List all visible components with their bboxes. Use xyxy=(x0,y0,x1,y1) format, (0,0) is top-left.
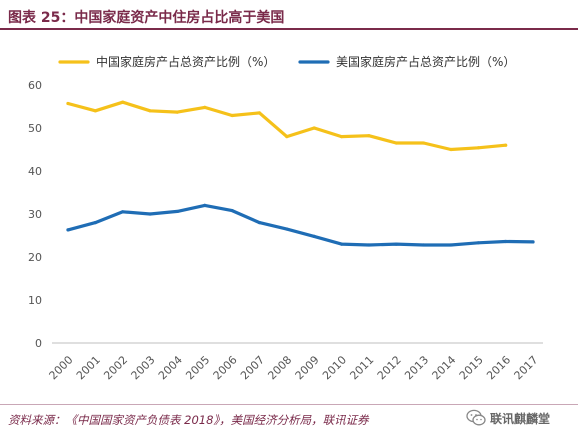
data-point xyxy=(175,209,180,214)
legend-label-usa: 美国家庭房产占总资产比例（%） xyxy=(336,54,515,69)
data-point xyxy=(339,135,344,139)
data-point xyxy=(367,134,371,138)
data-point xyxy=(230,113,234,118)
y-tick-label: 60 xyxy=(28,79,42,92)
x-tick-label: 2004 xyxy=(156,353,185,382)
data-point xyxy=(504,143,508,147)
y-tick-label: 0 xyxy=(35,337,42,350)
line-chart: 0102030405060200020012002200320042005200… xyxy=(28,54,543,382)
y-tick-label: 30 xyxy=(28,208,42,221)
y-tick-label: 40 xyxy=(28,165,42,178)
figure-footer: 资料来源：《中国国家资产负债表 2018》，美国经济分析局，联讯证券 联讯麒麟堂 xyxy=(0,404,578,433)
x-tick-label: 2014 xyxy=(430,353,459,382)
y-tick-label: 10 xyxy=(28,294,42,307)
data-point xyxy=(449,147,453,152)
data-point xyxy=(121,100,125,104)
data-point xyxy=(175,110,180,114)
data-point xyxy=(476,146,480,150)
x-tick-label: 2017 xyxy=(512,353,541,382)
y-tick-label: 50 xyxy=(28,122,42,135)
data-point xyxy=(531,240,535,244)
x-tick-label: 2000 xyxy=(47,353,76,382)
data-point xyxy=(285,227,289,231)
data-point xyxy=(339,242,344,246)
legend-label-china: 中国家庭房产占总资产比例（%） xyxy=(96,54,275,69)
data-point xyxy=(312,126,316,130)
data-point xyxy=(394,141,398,145)
wechat-icon xyxy=(466,409,486,426)
data-point xyxy=(93,221,97,225)
watermark-text: 联讯麒麟堂 xyxy=(489,411,550,426)
figure-title: 图表 25：中国家庭资产中住房占比高于美国 xyxy=(8,10,285,26)
data-point xyxy=(66,101,70,106)
data-point xyxy=(504,239,508,244)
x-tick-label: 2001 xyxy=(74,353,103,382)
x-tick-label: 2012 xyxy=(375,353,404,382)
series-line-china xyxy=(66,100,508,152)
x-tick-label: 2002 xyxy=(101,353,130,382)
data-point xyxy=(148,212,152,216)
x-tick-label: 2016 xyxy=(484,353,513,382)
y-tick-label: 20 xyxy=(28,251,42,264)
data-point xyxy=(449,243,453,247)
data-point xyxy=(203,105,207,109)
data-point xyxy=(285,135,289,139)
x-tick-label: 2013 xyxy=(402,353,431,382)
watermark: 联讯麒麟堂 xyxy=(466,409,550,427)
data-point xyxy=(203,203,207,207)
data-point xyxy=(394,242,398,246)
data-point xyxy=(476,241,480,245)
x-tick-label: 2005 xyxy=(183,353,212,382)
x-tick-label: 2007 xyxy=(238,353,267,382)
data-point xyxy=(148,109,152,113)
x-tick-label: 2011 xyxy=(347,353,376,382)
series-line-usa xyxy=(66,203,535,247)
data-point xyxy=(66,228,70,232)
data-point xyxy=(421,141,426,145)
data-point xyxy=(312,234,316,238)
x-tick-label: 2006 xyxy=(211,353,240,382)
x-tick-label: 2015 xyxy=(457,353,486,382)
figure-header: 图表 25：中国家庭资产中住房占比高于美国 xyxy=(0,0,578,30)
x-tick-label: 2008 xyxy=(265,353,294,382)
data-point xyxy=(257,221,262,225)
data-point xyxy=(230,208,234,213)
x-tick-label: 2010 xyxy=(320,353,349,382)
data-point xyxy=(93,109,97,113)
data-point xyxy=(257,111,262,115)
data-point xyxy=(121,210,125,214)
data-point xyxy=(367,243,371,247)
x-tick-label: 2003 xyxy=(129,353,158,382)
x-tick-label: 2009 xyxy=(293,353,322,382)
source-note: 资料来源：《中国国家资产负债表 2018》，美国经济分析局，联讯证券 xyxy=(8,413,369,427)
data-point xyxy=(421,243,426,247)
